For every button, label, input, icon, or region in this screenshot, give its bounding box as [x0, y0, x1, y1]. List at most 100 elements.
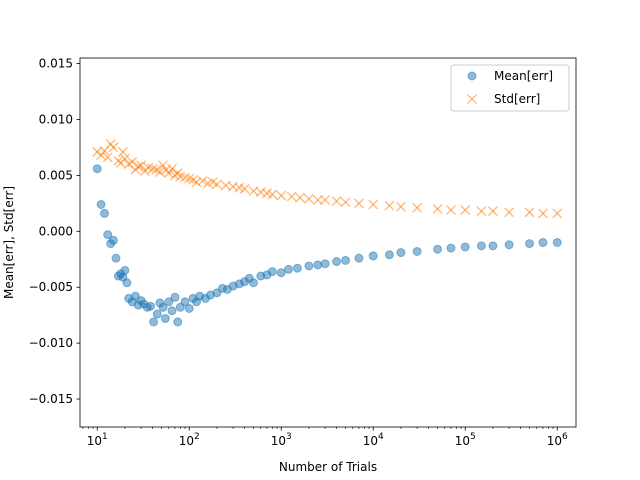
std-err-point: [353, 198, 364, 209]
plot-frame: [79, 57, 577, 428]
mean-err-point: [525, 239, 535, 249]
mean-err-point: [173, 317, 183, 327]
mean-err-point: [504, 240, 514, 250]
std-err-point: [211, 179, 222, 190]
x-tick-base-0: 10: [87, 434, 102, 448]
mean-err-point: [111, 253, 121, 263]
std-err-point: [412, 202, 423, 213]
mean-err-point: [332, 257, 342, 267]
std-err-point: [239, 183, 250, 194]
std-err-point: [133, 161, 144, 172]
mean-err-point: [433, 244, 443, 254]
mean-err-point: [313, 260, 323, 270]
mean-err-point: [120, 265, 130, 275]
x-tick-label-2: 103: [271, 432, 292, 448]
std-err-point: [303, 193, 314, 204]
std-err-point: [384, 200, 395, 211]
std-err-point: [460, 205, 471, 216]
x-tick-label-5: 106: [547, 432, 568, 448]
mean-err-point: [341, 255, 351, 265]
mean-err-point: [538, 238, 548, 247]
std-err-point: [117, 146, 128, 157]
std-err-point: [108, 142, 119, 153]
x-tick-label-0: 101: [87, 432, 108, 448]
mean-err-point: [320, 259, 330, 269]
std-err-point: [312, 194, 323, 206]
mean-err-point: [396, 248, 406, 258]
mean-err-point: [92, 164, 102, 174]
mean-err-point: [180, 297, 190, 307]
x-tick-exp-4: 5: [470, 432, 476, 442]
std-err-point: [331, 196, 342, 207]
x-tick-base-4: 10: [455, 434, 470, 448]
std-err-point: [163, 168, 174, 179]
mean-err-point: [160, 314, 170, 324]
mean-err-point: [170, 292, 180, 302]
x-tick-base-1: 10: [179, 434, 194, 448]
std-err-point: [267, 189, 278, 200]
mean-err-point: [488, 241, 498, 251]
x-tick-label-1: 102: [179, 432, 200, 448]
legend: Mean[err] Std[err]: [450, 64, 570, 112]
x-tick-base-5: 10: [547, 434, 562, 448]
mean-err-point: [152, 309, 162, 319]
mean-err-point: [103, 230, 113, 240]
legend-box: [450, 64, 570, 112]
std-err-point: [395, 201, 406, 212]
x-tick-exp-3: 4: [378, 432, 384, 442]
mean-err-point: [267, 267, 277, 277]
mean-err-point: [158, 302, 168, 312]
std-err-point: [476, 206, 487, 217]
series-layer: [92, 139, 563, 327]
std-err-point: [197, 175, 208, 187]
y-tick-label-3: 0.000: [39, 224, 73, 238]
mean-err-point: [476, 241, 486, 251]
y-tick-label-0: −0.015: [29, 392, 73, 406]
std-err-point: [184, 173, 195, 184]
mean-err-point: [446, 243, 456, 253]
mean-err-point: [249, 278, 259, 288]
mean-err-point: [384, 250, 394, 260]
std-err-point: [320, 194, 331, 206]
mean-err-point: [96, 199, 106, 209]
x-axis: 101 102 103 104 105 106: [82, 427, 568, 448]
mean-err-point: [167, 306, 177, 316]
mean-err-point: [284, 264, 294, 274]
std-err-point: [445, 205, 456, 216]
mean-err-point: [460, 242, 470, 252]
legend-std-label: Std[err]: [494, 92, 540, 106]
y-tick-label-2: −0.005: [29, 280, 73, 294]
std-err-point: [166, 163, 178, 174]
mean-err-point: [304, 261, 314, 271]
y-axis: −0.015 −0.010 −0.005 0.000 0.005 0.010 0.015: [29, 57, 80, 406]
mean-err-point: [552, 238, 562, 247]
x-axis-label: Number of Trials: [279, 460, 377, 474]
std-err-point: [524, 207, 535, 218]
std-err-point: [154, 167, 165, 178]
mean-err-point: [149, 317, 159, 327]
x-tick-base-2: 10: [271, 434, 286, 448]
std-err-point: [504, 207, 515, 218]
x-tick-exp-0: 1: [102, 432, 108, 442]
x-tick-label-4: 105: [455, 432, 476, 448]
std-err-point: [136, 160, 147, 171]
mean-err-point: [108, 235, 118, 245]
std-err-point: [552, 208, 563, 219]
std-err-series: [92, 139, 563, 219]
mean-err-point: [412, 246, 422, 256]
std-err-point: [537, 208, 548, 219]
x-tick-base-3: 10: [363, 434, 378, 448]
std-err-point: [487, 206, 498, 217]
std-err-point: [368, 199, 379, 210]
std-err-point: [432, 203, 443, 214]
y-tick-label-6: 0.015: [39, 57, 73, 71]
y-tick-label-5: 0.010: [39, 113, 73, 127]
legend-std-marker: [466, 93, 478, 105]
std-err-point: [294, 192, 306, 203]
std-err-point: [276, 190, 287, 201]
mean-err-point: [276, 268, 286, 278]
y-tick-label-1: −0.010: [29, 336, 73, 350]
mean-err-point: [146, 301, 156, 311]
std-err-point: [127, 156, 138, 168]
